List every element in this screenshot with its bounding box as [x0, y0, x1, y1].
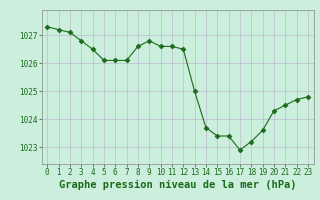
X-axis label: Graphe pression niveau de la mer (hPa): Graphe pression niveau de la mer (hPa)	[59, 180, 296, 190]
